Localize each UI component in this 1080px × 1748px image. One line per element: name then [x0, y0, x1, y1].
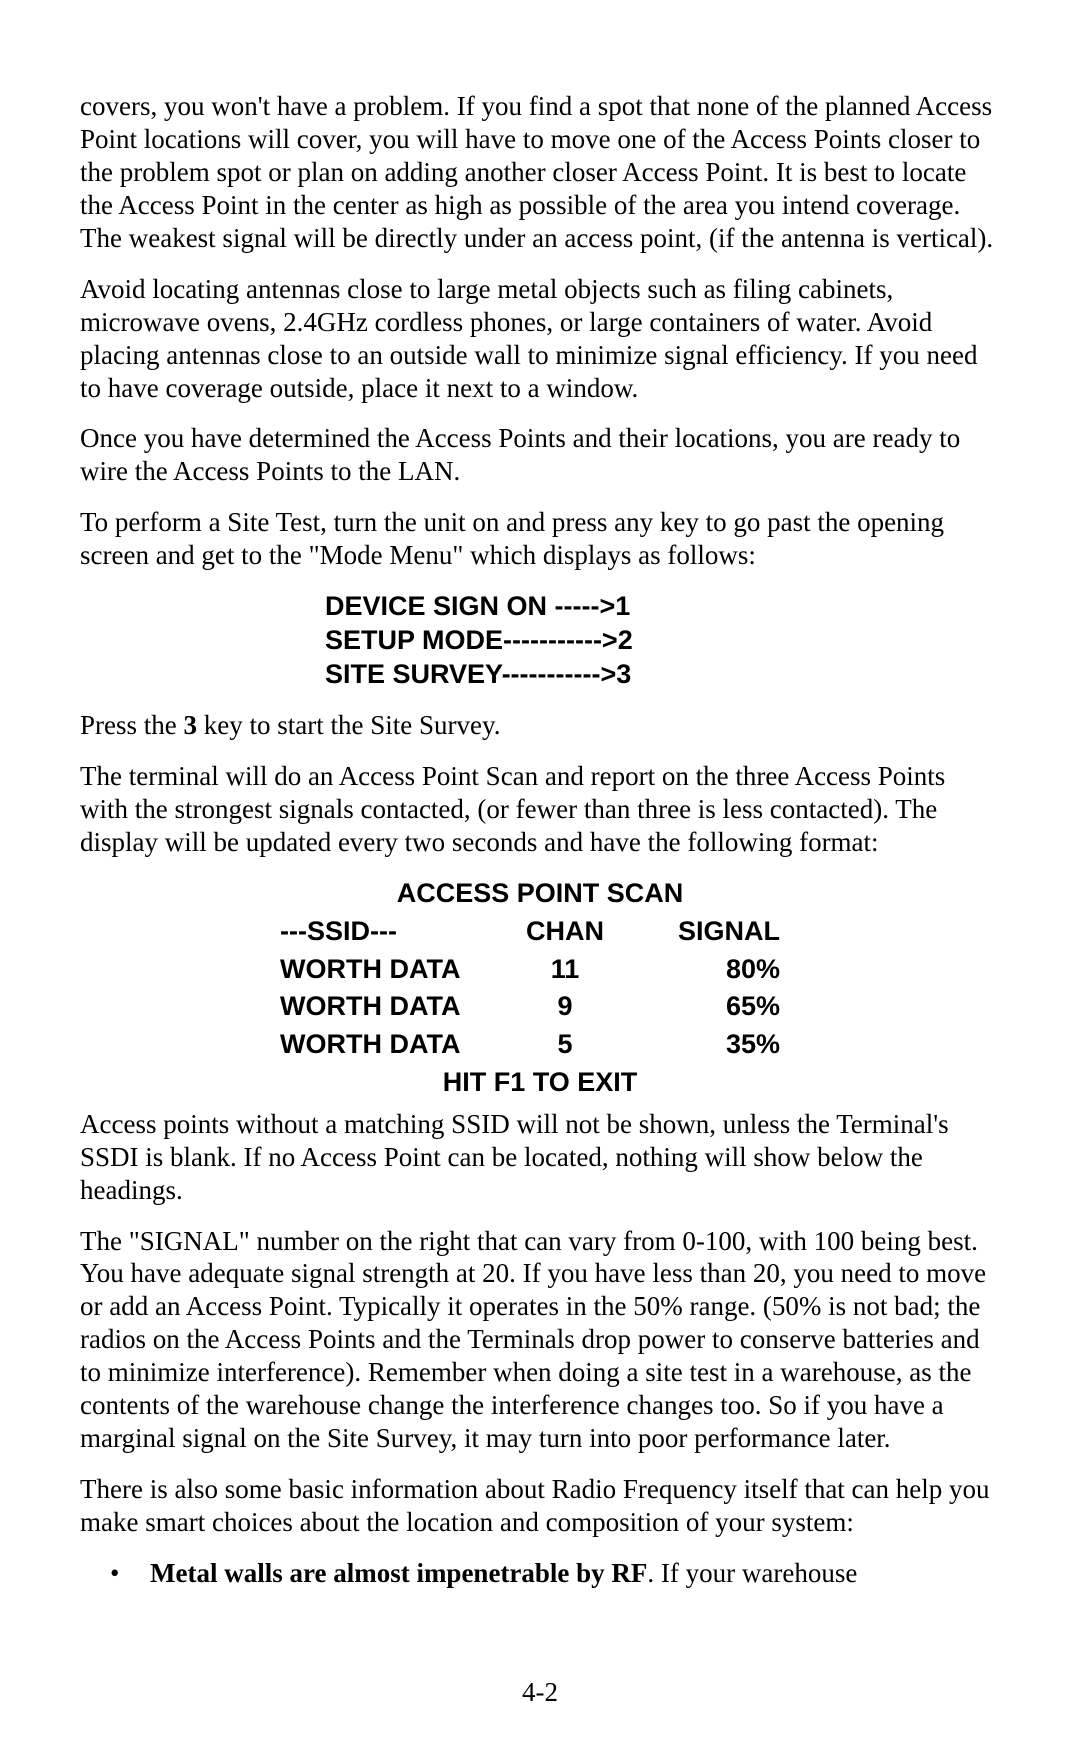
bullet-text: Metal walls are almost impenetrable by R…: [150, 1557, 1000, 1590]
p5-key: 3: [184, 710, 198, 740]
mode-menu-line-3: SITE SURVEY----------->3: [325, 658, 1000, 692]
scan-row-0: WORTH DATA 11 80%: [80, 953, 1000, 987]
scan-chan: 5: [500, 1028, 630, 1062]
paragraph-9: There is also some basic information abo…: [80, 1473, 1000, 1539]
mode-menu-line-1: DEVICE SIGN ON ----->1: [325, 590, 1000, 624]
bullet-item: • Metal walls are almost impenetrable by…: [80, 1557, 1000, 1590]
mode-menu-block: DEVICE SIGN ON ----->1 SETUP MODE-------…: [80, 590, 1000, 691]
mode-menu-line-2: SETUP MODE----------->2: [325, 624, 1000, 658]
bullet-mark-icon: •: [80, 1557, 150, 1590]
scan-title: ACCESS POINT SCAN: [80, 877, 1000, 911]
paragraph-2: Avoid locating antennas close to large m…: [80, 273, 1000, 405]
scan-header-row: ---SSID--- CHAN SIGNAL: [80, 915, 1000, 949]
scan-signal: 35%: [630, 1028, 790, 1062]
paragraph-7: Access points without a matching SSID wi…: [80, 1108, 1000, 1207]
paragraph-4: To perform a Site Test, turn the unit on…: [80, 506, 1000, 572]
scan-signal: 65%: [630, 990, 790, 1024]
scan-row-2: WORTH DATA 5 35%: [80, 1028, 1000, 1062]
paragraph-3: Once you have determined the Access Poin…: [80, 422, 1000, 488]
scan-head-ssid: ---SSID---: [80, 915, 500, 949]
scan-chan: 11: [500, 953, 630, 987]
scan-chan: 9: [500, 990, 630, 1024]
scan-ssid: WORTH DATA: [80, 1028, 500, 1062]
paragraph-1: covers, you won't have a problem. If you…: [80, 90, 1000, 255]
paragraph-6: The terminal will do an Access Point Sca…: [80, 760, 1000, 859]
bullet-bold: Metal walls are almost impenetrable by R…: [150, 1558, 647, 1588]
paragraph-8: The "SIGNAL" number on the right that ca…: [80, 1225, 1000, 1456]
bullet-rest: . If your warehouse: [647, 1558, 857, 1588]
scan-ssid: WORTH DATA: [80, 990, 500, 1024]
paragraph-5: Press the 3 key to start the Site Survey…: [80, 709, 1000, 742]
scan-signal: 80%: [630, 953, 790, 987]
scan-head-chan: CHAN: [500, 915, 630, 949]
scan-footer: HIT F1 TO EXIT: [80, 1066, 1000, 1100]
scan-head-signal: SIGNAL: [630, 915, 790, 949]
scan-row-1: WORTH DATA 9 65%: [80, 990, 1000, 1024]
p5-suffix: key to start the Site Survey.: [197, 710, 500, 740]
scan-ssid: WORTH DATA: [80, 953, 500, 987]
page-number: 4-2: [0, 1677, 1080, 1708]
p5-prefix: Press the: [80, 710, 184, 740]
document-page: covers, you won't have a problem. If you…: [0, 0, 1080, 1748]
